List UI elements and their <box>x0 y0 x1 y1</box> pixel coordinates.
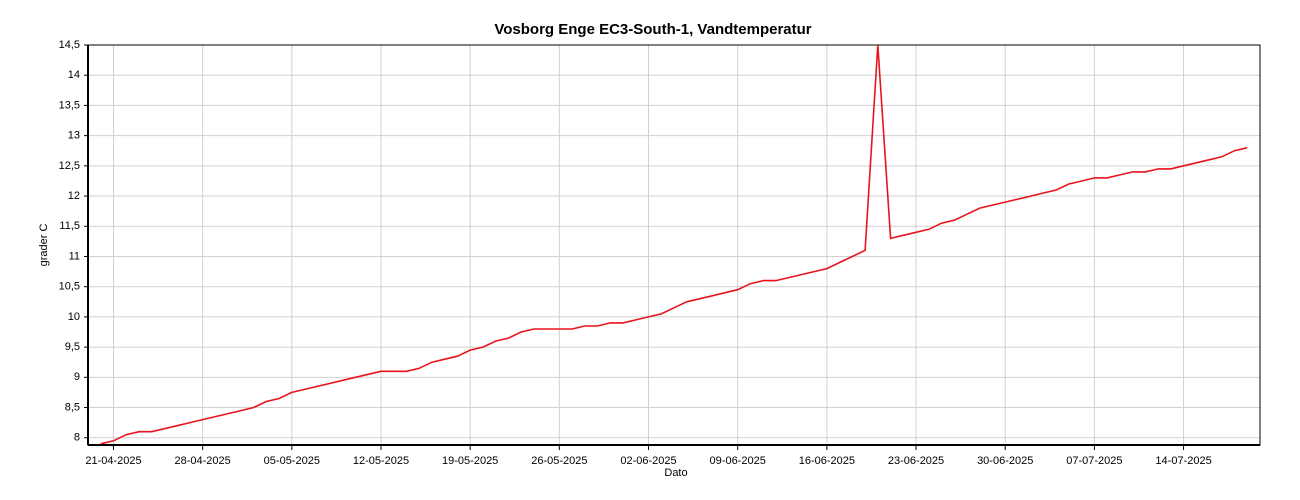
y-tick-label: 11,5 <box>59 220 80 232</box>
y-tick-label: 13 <box>68 130 80 142</box>
y-tick-label: 12,5 <box>59 160 80 172</box>
y-tick-label: 12 <box>68 190 80 202</box>
x-tick-label: 30-06-2025 <box>977 455 1033 467</box>
y-tick-label: 13,5 <box>59 99 80 111</box>
y-tick-label: 8,5 <box>65 401 80 413</box>
x-axis-label: Dato <box>664 467 687 479</box>
y-tick-label: 9 <box>74 371 80 383</box>
x-tick-label: 23-06-2025 <box>888 455 944 467</box>
chart-title: Vosborg Enge EC3-South-1, Vandtemperatur <box>494 21 811 38</box>
x-tick-label: 14-07-2025 <box>1155 455 1211 467</box>
y-tick-label: 10 <box>68 311 80 323</box>
x-tick-label: 05-05-2025 <box>264 455 320 467</box>
x-tick-label: 09-06-2025 <box>710 455 766 467</box>
x-tick-label: 02-06-2025 <box>620 455 676 467</box>
x-tick-label: 19-05-2025 <box>442 455 498 467</box>
x-tick-label: 21-04-2025 <box>85 455 141 467</box>
x-tick-label: 26-05-2025 <box>531 455 587 467</box>
x-tick-label: 16-06-2025 <box>799 455 855 467</box>
y-axis-label: grader C <box>38 224 50 267</box>
x-tick-label: 12-05-2025 <box>353 455 409 467</box>
y-tick-label: 14,5 <box>59 39 80 51</box>
y-tick-label: 9,5 <box>65 341 80 353</box>
x-tick-label: 07-07-2025 <box>1066 455 1122 467</box>
y-tick-label: 10,5 <box>59 281 80 293</box>
y-tick-label: 8 <box>74 432 80 444</box>
y-tick-label: 11 <box>69 250 80 262</box>
x-tick-label: 28-04-2025 <box>175 455 231 467</box>
y-tick-label: 14 <box>68 69 80 81</box>
data-line <box>100 45 1248 445</box>
